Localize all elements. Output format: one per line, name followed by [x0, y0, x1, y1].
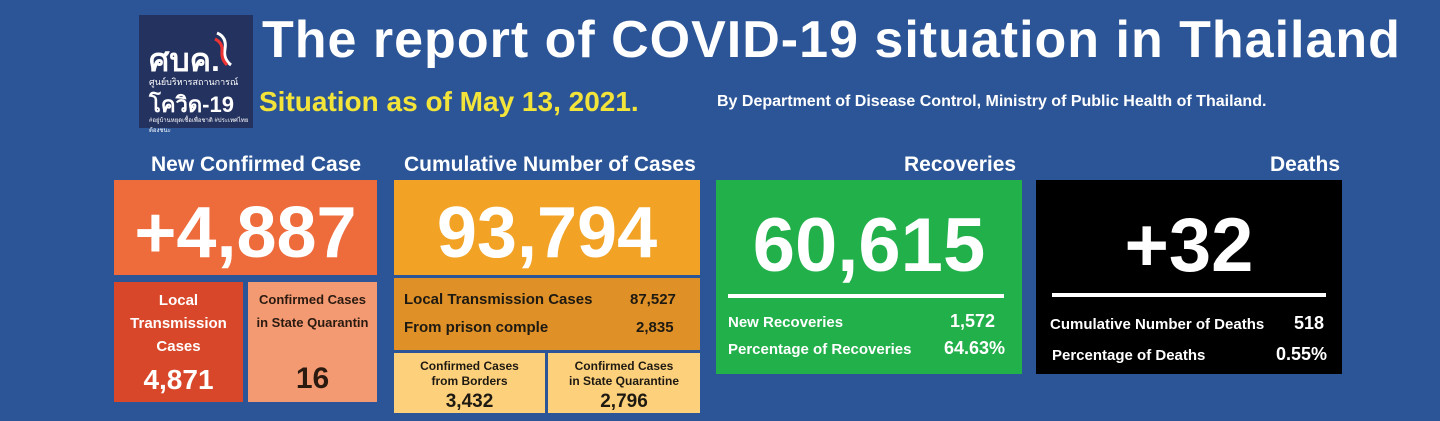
deaths-pct-value: 0.55%: [1276, 344, 1328, 364]
new-recoveries-label: New Recoveries: [728, 314, 844, 331]
cumulative-header: Cumulative Number of Cases: [404, 153, 696, 176]
new-confirmed-card: +4,887: [114, 180, 377, 275]
byline: By Department of Disease Control, Minist…: [717, 93, 1267, 110]
quarantine-value: 16: [295, 362, 330, 395]
cum-quarantine-label-2: in State Quarantine: [568, 374, 680, 388]
deaths-card: +32 Cumulative Number of Deaths 518 Perc…: [1036, 180, 1342, 374]
new-recoveries-value: 1,572: [950, 311, 996, 331]
recoveries-value: 60,615: [752, 203, 986, 288]
cum-local-label: Local Transmission Cases: [404, 291, 593, 308]
cum-prison-value: 2,835: [636, 319, 674, 336]
cum-prison-label: From prison comple: [404, 319, 549, 336]
recoveries-header: Recoveries: [904, 153, 1017, 176]
dept-logo: ศบค. ศูนย์บริหารสถานการณ์ โควิด-19 #อยู่…: [139, 15, 253, 134]
logo-hashtags: #อยู่บ้านหยุดเชื้อเพื่อชาติ #ประเทศไทยต้…: [149, 118, 249, 134]
quarantine-label-1: Confirmed Cases: [259, 292, 366, 307]
cumulative-value: 93,794: [436, 193, 658, 273]
cum-local-value: 87,527: [630, 291, 676, 308]
borders-label-1: Confirmed Cases: [420, 359, 519, 373]
report-date: Situation as of May 13, 2021.: [259, 86, 639, 117]
local-label-3: Cases: [156, 338, 201, 355]
deaths-value: +32: [1124, 203, 1254, 288]
recoveries-divider: [728, 294, 1004, 298]
local-value: 4,871: [143, 364, 214, 395]
deaths-header: Deaths: [1270, 153, 1341, 176]
cum-deaths-value: 518: [1294, 313, 1325, 333]
recoveries-card: 60,615 New Recoveries 1,572 Percentage o…: [716, 180, 1022, 374]
cum-borders-card: Confirmed Cases from Borders 3,432: [394, 353, 545, 413]
logo-subtext: ศูนย์บริหารสถานการณ์: [149, 77, 239, 87]
recoveries-pct-label: Percentage of Recoveries: [728, 341, 912, 358]
local-label-2: Transmission: [130, 315, 227, 332]
cum-quarantine-value: 2,796: [600, 391, 648, 412]
logo-covid-text: โควิด-19: [149, 92, 234, 117]
cum-quarantine-label-1: Confirmed Cases: [574, 359, 674, 373]
new-confirmed-header: New Confirmed Case: [151, 153, 362, 176]
cumulative-card: 93,794: [394, 180, 700, 275]
borders-label-2: from Borders: [431, 374, 508, 388]
local-label-1: Local: [158, 292, 199, 309]
new-confirmed-value: +4,887: [134, 193, 357, 273]
recoveries-pct-value: 64.63%: [944, 338, 1006, 358]
cumulative-breakdown: Local Transmission Cases 87,527 From pri…: [394, 278, 700, 350]
quarantine-label-2: in State Quarantin: [256, 315, 369, 330]
logo-text: ศบค.: [149, 42, 220, 78]
page-title: The report of COVID-19 situation in Thai…: [262, 11, 1401, 69]
borders-value: 3,432: [445, 391, 494, 412]
cum-deaths-label: Cumulative Number of Deaths: [1050, 316, 1265, 333]
local-transmission-card: Local Transmission Cases 4,871: [114, 282, 243, 402]
state-quarantine-card: Confirmed Cases in State Quarantin 16: [248, 282, 377, 402]
logo-mark-icon: [214, 31, 232, 67]
deaths-divider: [1052, 293, 1326, 297]
deaths-pct-label: Percentage of Deaths: [1052, 347, 1206, 364]
cum-quarantine-card: Confirmed Cases in State Quarantine 2,79…: [548, 353, 700, 413]
